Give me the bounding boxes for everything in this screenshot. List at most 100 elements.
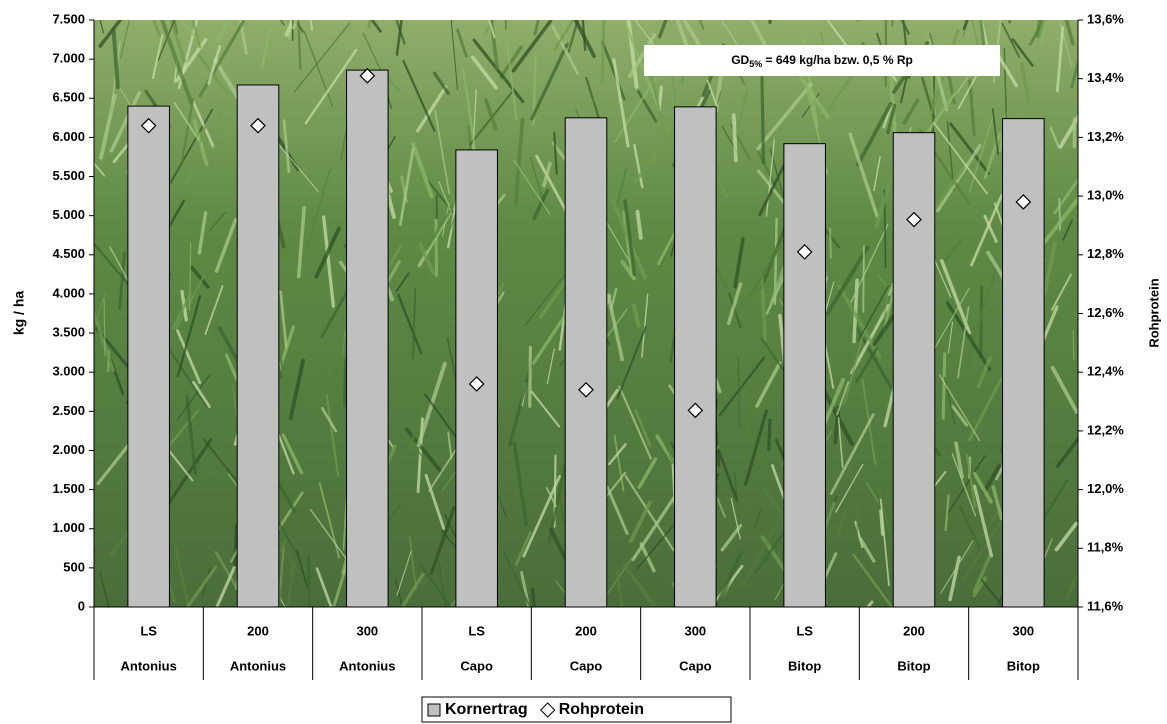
leaf xyxy=(520,571,531,607)
leaf xyxy=(472,38,525,104)
leaf xyxy=(542,161,552,188)
leaf xyxy=(1064,571,1078,600)
leaf xyxy=(111,28,120,90)
leaf xyxy=(1055,26,1065,93)
leaf xyxy=(963,508,1010,580)
leaf xyxy=(1037,20,1046,39)
leaf xyxy=(322,215,336,308)
leaf xyxy=(972,555,992,594)
leaf xyxy=(879,498,890,587)
leaf xyxy=(315,370,324,414)
leaf xyxy=(601,40,626,101)
leaf xyxy=(968,79,976,136)
leaf xyxy=(386,610,390,645)
leaf xyxy=(983,214,998,243)
leaf xyxy=(535,154,571,218)
leaf xyxy=(277,434,295,475)
leaf xyxy=(1064,20,1075,46)
leaf xyxy=(931,287,970,354)
leaf xyxy=(531,311,569,365)
x-group-label: Bitop xyxy=(788,658,821,673)
leaf xyxy=(408,363,437,450)
leaf xyxy=(628,500,652,543)
leaf xyxy=(429,505,456,576)
marker xyxy=(140,117,157,134)
leaf xyxy=(600,20,606,84)
leaf xyxy=(634,408,652,448)
leaf xyxy=(879,509,884,536)
leaf xyxy=(499,45,523,79)
leaf xyxy=(530,42,569,121)
leaf xyxy=(418,562,452,607)
leaf xyxy=(836,509,847,537)
leaf xyxy=(835,463,864,513)
leaf xyxy=(314,226,341,279)
leaf xyxy=(496,490,508,519)
leaf xyxy=(627,33,657,79)
leaf xyxy=(886,103,897,135)
leaf xyxy=(307,555,311,607)
leaf xyxy=(198,20,245,98)
leaf xyxy=(295,549,309,589)
leaf xyxy=(1070,57,1078,89)
bar xyxy=(674,106,717,608)
leaf xyxy=(657,20,668,39)
leaf xyxy=(620,259,636,281)
x-tick-label: LS xyxy=(796,623,813,638)
leaf xyxy=(1035,20,1042,38)
x-group-label: Capo xyxy=(679,658,712,673)
marks xyxy=(127,67,1045,608)
leaf xyxy=(207,45,222,85)
leaf xyxy=(281,433,304,475)
x-group-label: Antonius xyxy=(230,658,286,673)
annotation: GD5% = 649 kg/ha bzw. 0,5 % Rp xyxy=(731,53,913,69)
leaf xyxy=(303,30,334,108)
leaf xyxy=(297,20,302,70)
leaf xyxy=(1049,127,1061,149)
annotation-sub: 5% xyxy=(749,59,762,69)
leaf xyxy=(649,71,670,149)
leaf xyxy=(767,382,777,405)
leaf xyxy=(550,20,554,22)
leaf xyxy=(669,332,676,363)
leaf xyxy=(727,292,742,329)
leaf xyxy=(970,267,998,347)
leaf xyxy=(949,122,990,175)
leaf xyxy=(553,20,575,51)
leaf xyxy=(395,272,410,292)
leaf xyxy=(532,188,550,221)
leaf xyxy=(547,453,569,544)
leaf xyxy=(370,20,382,33)
leaf xyxy=(190,265,210,289)
leaf xyxy=(1001,22,1021,59)
x-tick-label: LS xyxy=(140,623,157,638)
leaf xyxy=(214,217,238,273)
leaf xyxy=(641,293,649,358)
leaf xyxy=(174,546,191,607)
leaf xyxy=(1019,61,1031,106)
leaf xyxy=(954,441,964,479)
leaf xyxy=(224,353,239,381)
leaf xyxy=(286,562,295,607)
leaf xyxy=(720,524,743,552)
leaf xyxy=(522,474,561,558)
leaf xyxy=(1003,47,1008,125)
leaf xyxy=(622,563,658,607)
leaf xyxy=(957,306,970,379)
leaf xyxy=(852,553,894,607)
leaf xyxy=(277,588,283,607)
leaf xyxy=(294,20,304,33)
leaf xyxy=(99,571,110,607)
leaf xyxy=(304,48,358,125)
marker xyxy=(359,67,376,84)
leaf xyxy=(109,246,130,283)
leaf xyxy=(755,361,782,408)
leaf xyxy=(965,453,977,509)
leaf xyxy=(277,544,285,607)
leaf xyxy=(160,20,194,106)
leaf xyxy=(856,20,860,23)
leaf xyxy=(208,211,226,232)
leaf xyxy=(546,348,555,385)
leaf xyxy=(325,394,340,478)
leaf xyxy=(284,20,296,37)
